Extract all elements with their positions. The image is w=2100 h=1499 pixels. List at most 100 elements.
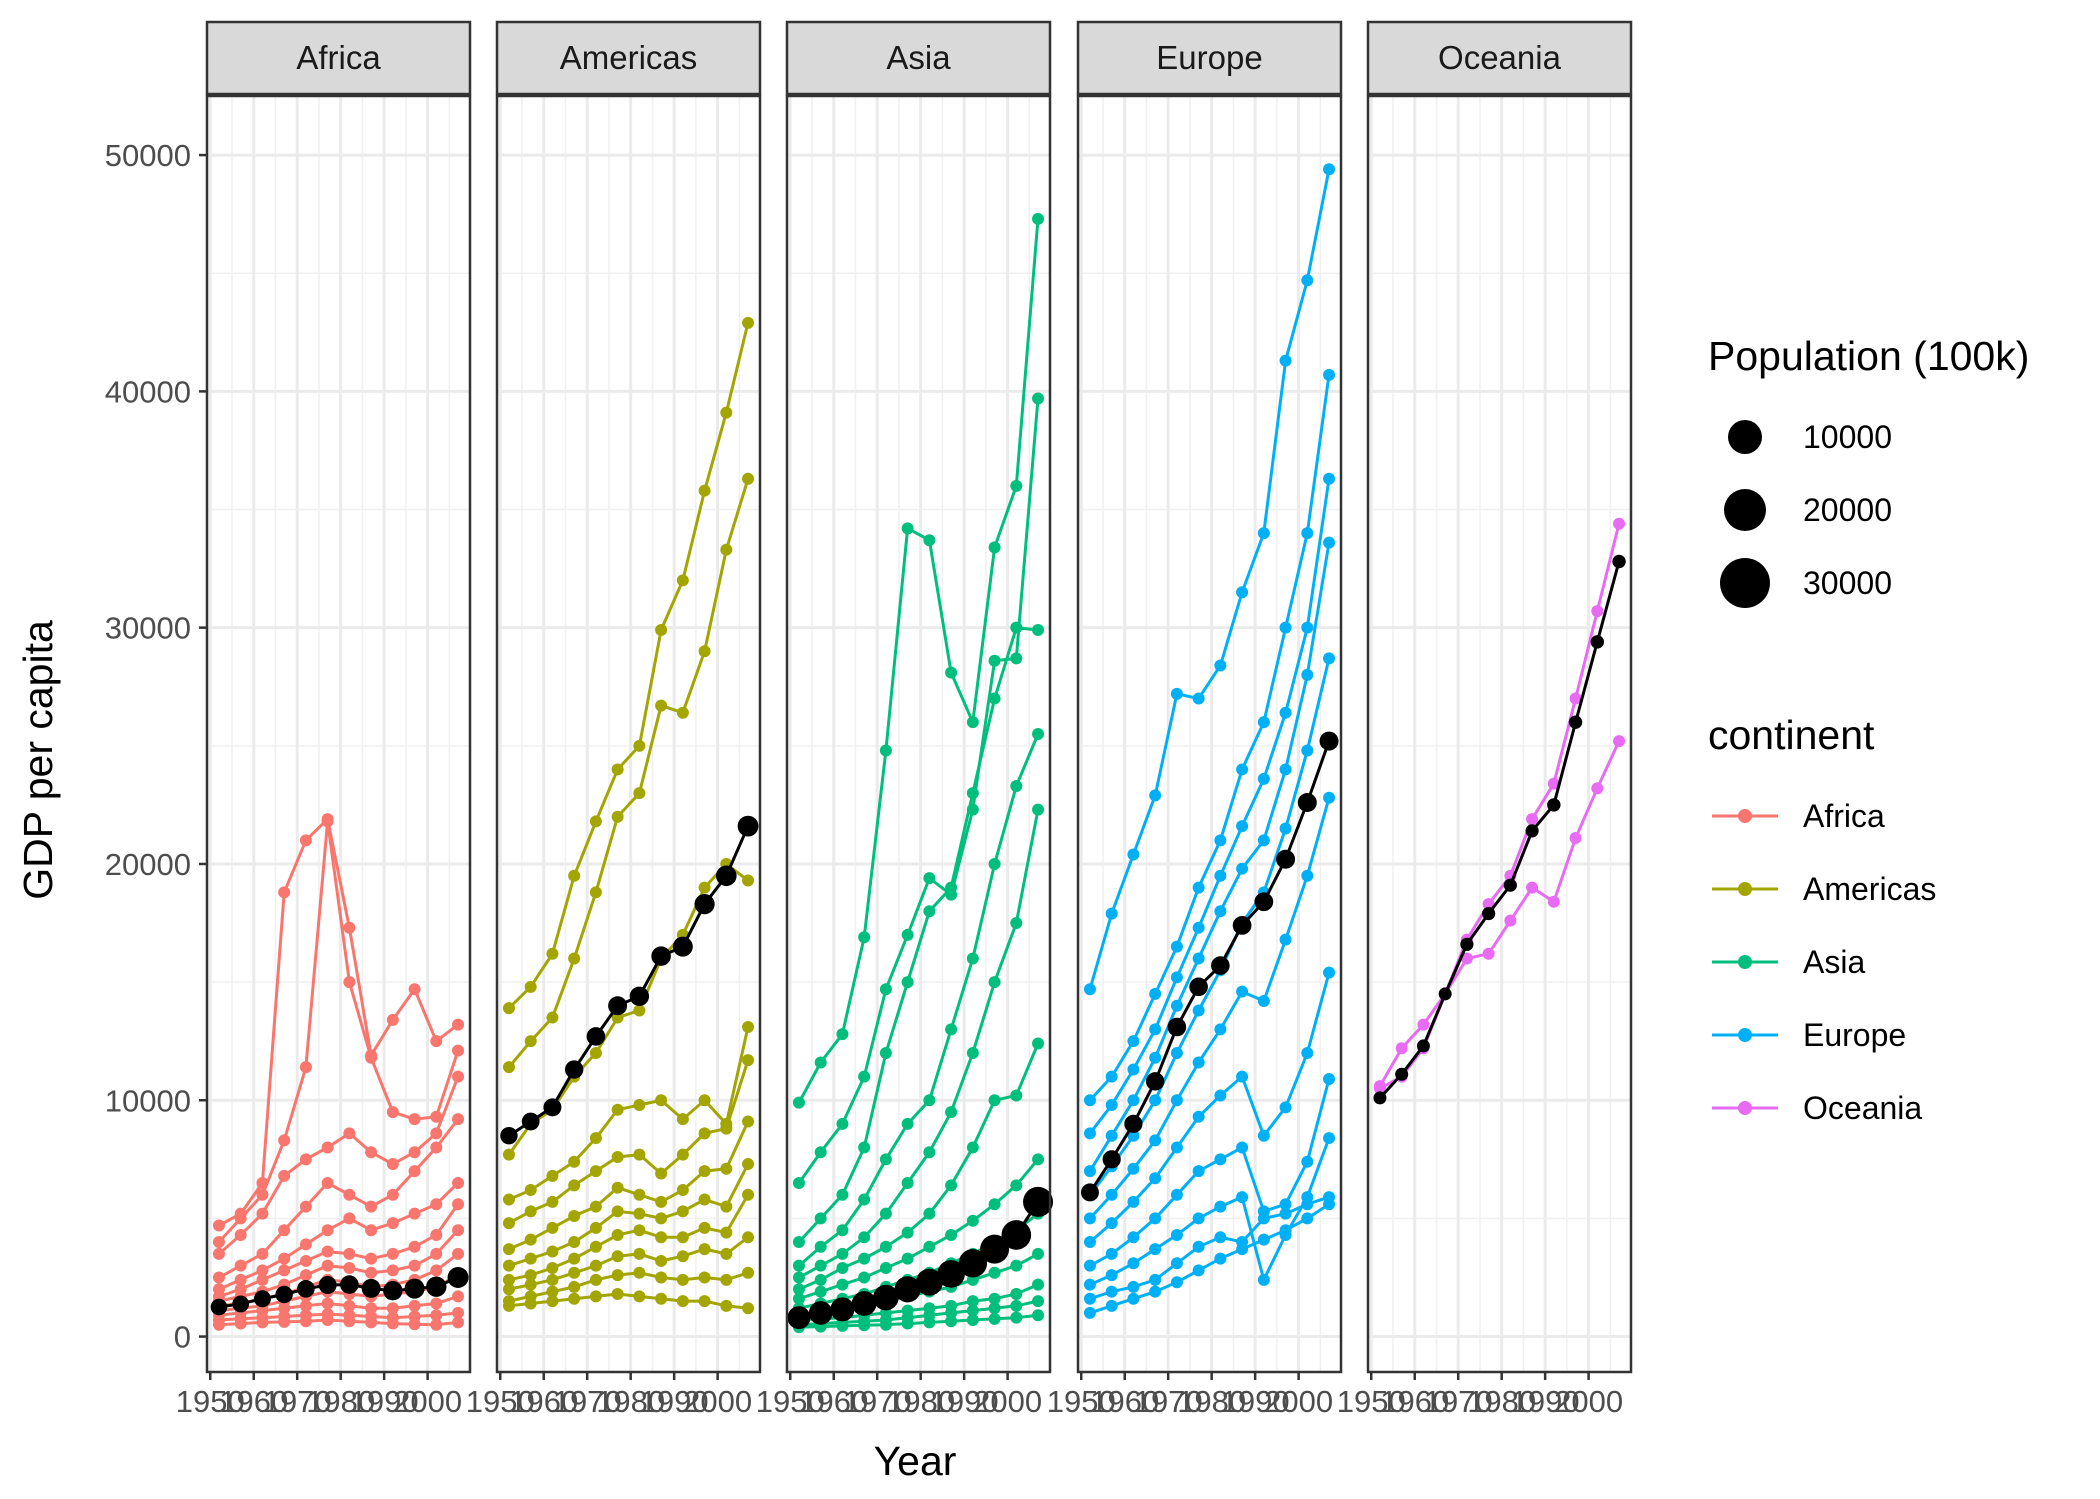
mean-point xyxy=(1297,793,1317,813)
series-point xyxy=(1083,1165,1096,1178)
panel-border xyxy=(785,94,1052,1374)
series-point xyxy=(1032,1153,1045,1166)
series-point xyxy=(1526,813,1539,826)
series-point xyxy=(836,1319,849,1332)
series-point xyxy=(676,1231,689,1244)
facet-strip xyxy=(495,20,762,96)
series-point xyxy=(321,1245,334,1258)
series-point xyxy=(1127,1231,1140,1244)
series-point xyxy=(611,763,624,776)
series-point xyxy=(1214,834,1227,847)
series-point xyxy=(1301,668,1314,681)
series-point xyxy=(1105,1070,1118,1083)
series-point xyxy=(611,1228,624,1241)
series-point xyxy=(988,1198,1001,1211)
series-point xyxy=(321,1141,334,1154)
series-point xyxy=(524,1278,537,1291)
mean-point xyxy=(716,865,737,887)
series-point xyxy=(1460,952,1473,965)
series-point xyxy=(430,1297,443,1310)
series-point xyxy=(1192,881,1205,894)
series-point xyxy=(633,1247,646,1260)
series-point xyxy=(836,1117,849,1130)
panel-background xyxy=(787,96,1050,1372)
series-point xyxy=(452,1070,465,1083)
series-point xyxy=(633,1290,646,1303)
series-point xyxy=(1010,1311,1023,1324)
series-point xyxy=(546,1195,559,1208)
series-point xyxy=(1170,1188,1183,1201)
series-point xyxy=(1257,1273,1270,1286)
series-point xyxy=(698,1271,711,1284)
series-point xyxy=(742,874,755,887)
series-point xyxy=(1127,1129,1140,1142)
series-point xyxy=(742,1266,755,1279)
series-point xyxy=(408,1299,421,1312)
series-point xyxy=(814,1212,827,1225)
series-point xyxy=(589,1259,602,1272)
series-point xyxy=(901,1117,914,1130)
series-point xyxy=(1010,652,1023,665)
series-point xyxy=(502,1243,515,1256)
series-point xyxy=(321,815,334,828)
series-point xyxy=(343,921,356,934)
series-point xyxy=(1083,1212,1096,1225)
series-point xyxy=(589,1047,602,1059)
mean-point xyxy=(521,1112,540,1131)
series-point xyxy=(1105,1129,1118,1142)
mean-point xyxy=(1612,554,1626,569)
series-point xyxy=(966,952,979,965)
series-point xyxy=(278,1302,291,1315)
series-point xyxy=(212,1318,225,1331)
series-point xyxy=(256,1247,269,1260)
series-point xyxy=(698,1221,711,1234)
series-point xyxy=(1192,1110,1205,1123)
series-point xyxy=(568,1236,581,1249)
legend-color-label: Oceania xyxy=(1803,1090,1922,1126)
series-point xyxy=(1010,1179,1023,1192)
series-point xyxy=(408,1318,421,1331)
series-point xyxy=(386,1317,399,1330)
series-point xyxy=(1127,1094,1140,1107)
series-line xyxy=(1088,542,1331,1172)
series-point xyxy=(1127,1063,1140,1076)
series-point xyxy=(945,1306,958,1319)
series-point xyxy=(365,1302,378,1315)
series-point xyxy=(720,543,733,556)
series-point xyxy=(1613,735,1626,748)
series-point xyxy=(1279,933,1292,946)
series-point xyxy=(1192,1056,1205,1069)
series-point xyxy=(858,1141,871,1154)
series-point xyxy=(1257,716,1270,729)
series-point xyxy=(321,1259,334,1272)
series-point xyxy=(655,699,668,712)
series-point xyxy=(452,1247,465,1260)
series-point xyxy=(901,1317,914,1330)
series-point xyxy=(343,1212,356,1225)
series-point xyxy=(1301,869,1314,882)
series-point xyxy=(589,1165,602,1178)
series-point xyxy=(546,1169,559,1182)
x-tick-label: 1960 xyxy=(509,1384,578,1419)
series-point xyxy=(408,1259,421,1272)
series-point xyxy=(1236,1243,1249,1256)
mean-point xyxy=(651,946,671,966)
mean-point xyxy=(500,1127,518,1145)
panel-background xyxy=(497,96,760,1372)
series-point xyxy=(1214,1200,1227,1213)
mean-point xyxy=(404,1278,425,1299)
series-point xyxy=(1083,1292,1096,1305)
facet-strip-label: Africa xyxy=(296,39,381,76)
series-point xyxy=(611,1181,624,1194)
series-point xyxy=(923,872,936,885)
legend-size-key xyxy=(1728,420,1762,454)
series-point xyxy=(1032,1295,1045,1308)
series-point xyxy=(988,857,1001,870)
legend-color-label: Europe xyxy=(1803,1017,1906,1053)
series-point xyxy=(1257,527,1270,540)
mean-point xyxy=(1232,916,1252,935)
x-tick-label: 1950 xyxy=(756,1384,825,1419)
mean-point xyxy=(361,1278,381,1298)
